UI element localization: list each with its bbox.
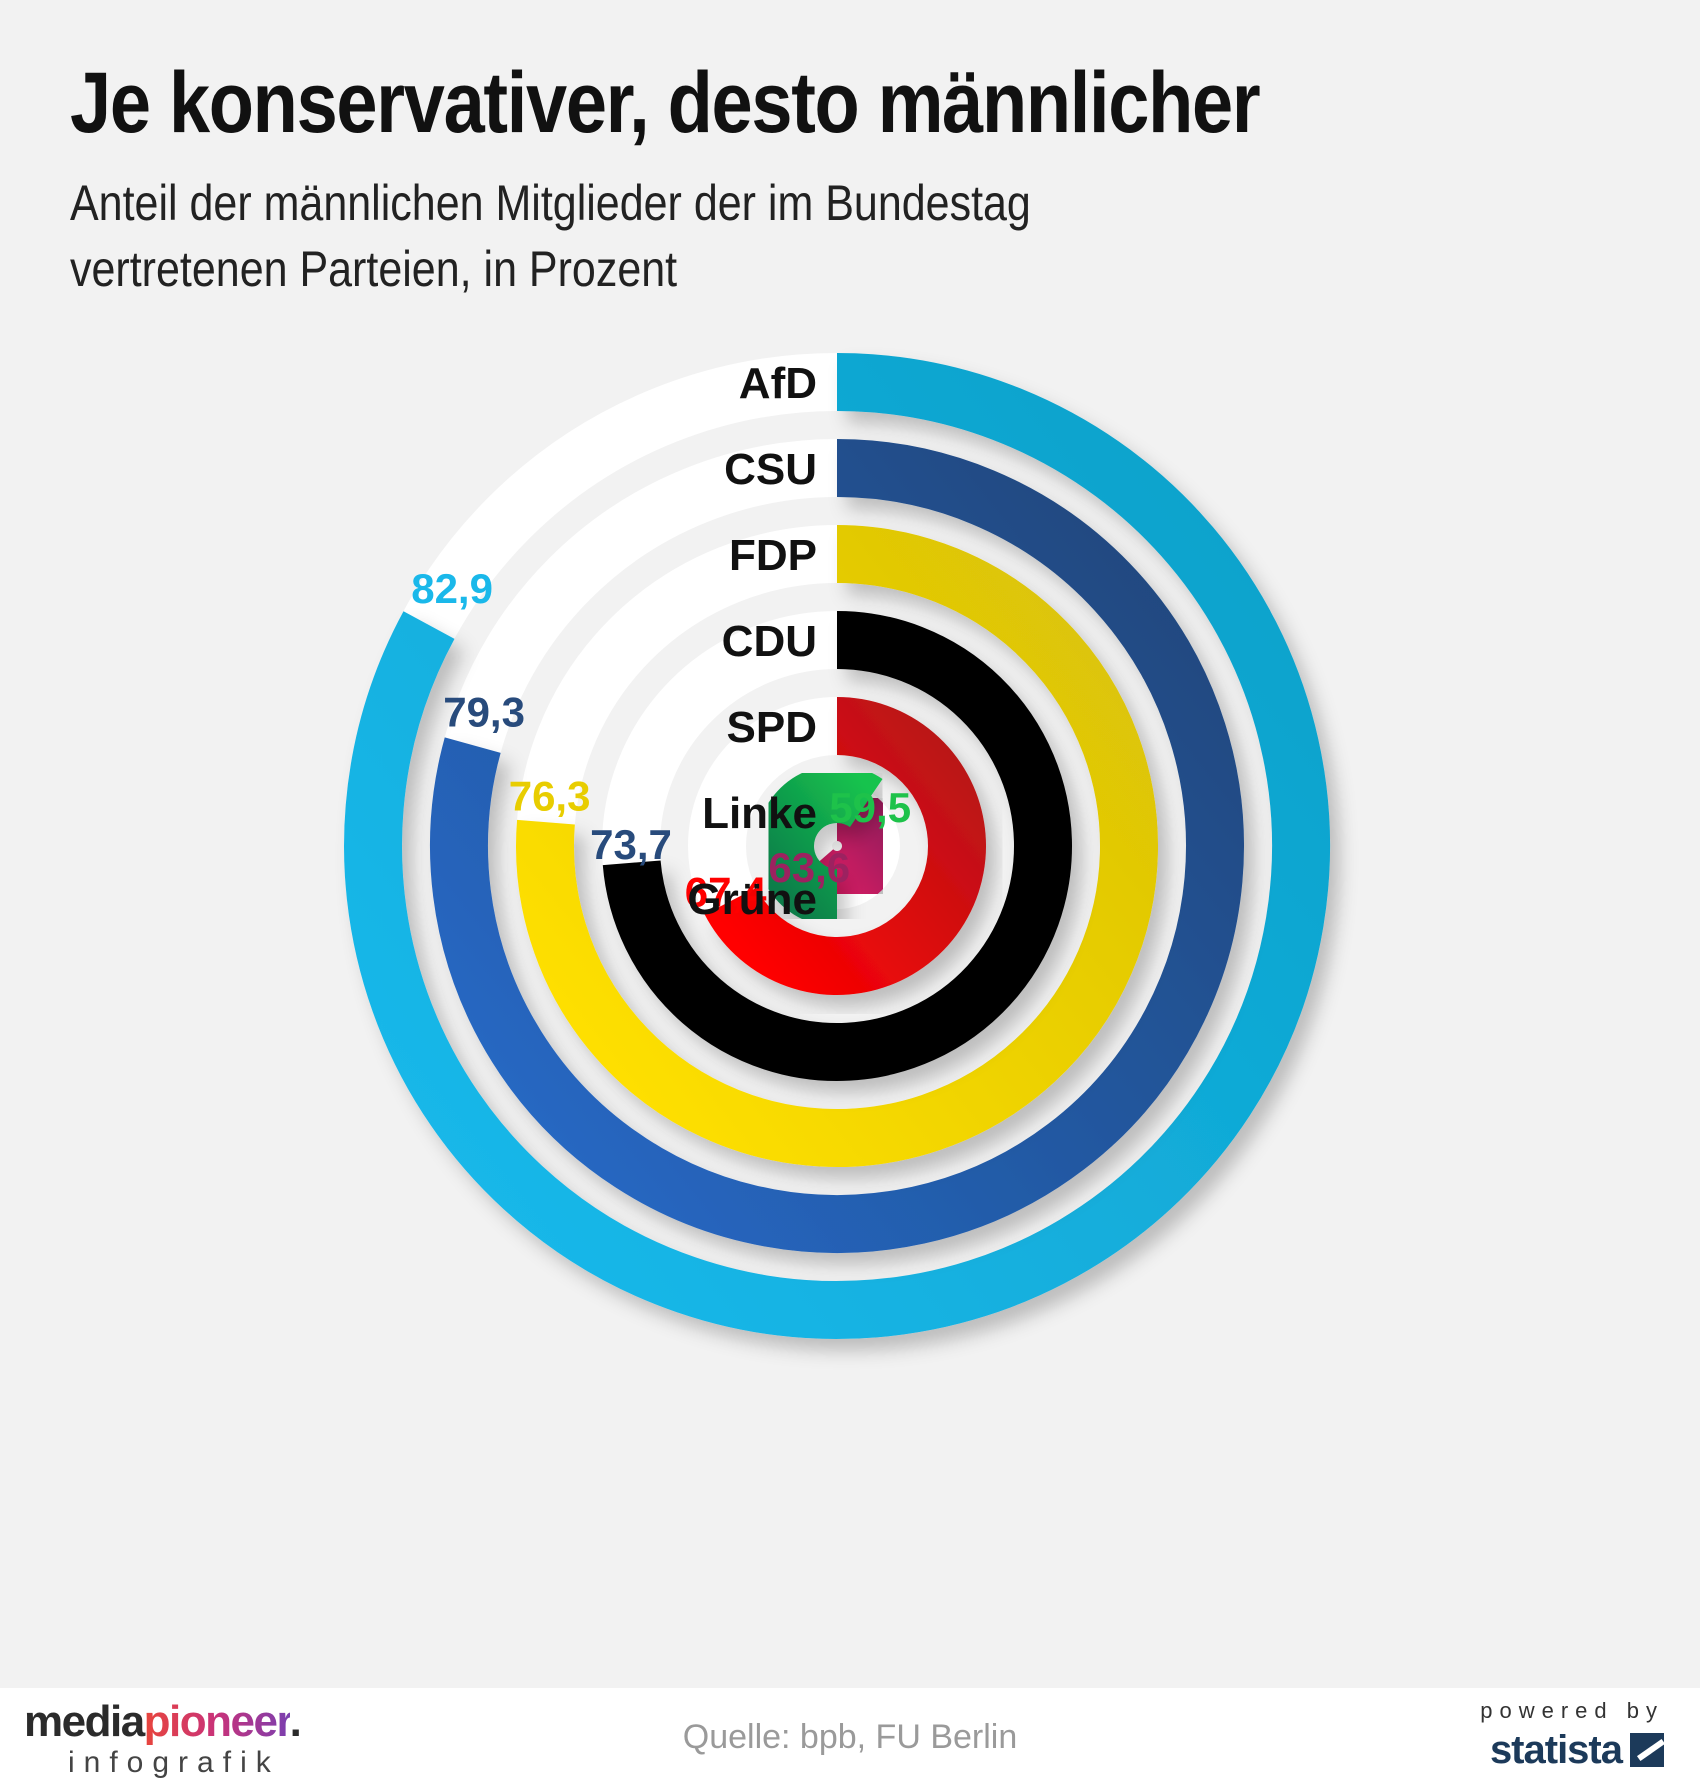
category-label-cdu: CDU: [722, 617, 817, 666]
category-label-fdp: FDP: [729, 531, 817, 580]
source-note: Quelle: bpb, FU Berlin: [682, 1718, 1018, 1756]
brand-sub: infografik: [68, 1746, 280, 1779]
brand-post: .: [289, 1697, 302, 1746]
value-label-grne: 59,5: [829, 784, 911, 831]
chart-bars: [344, 353, 1330, 1339]
bar-spd: [704, 697, 986, 995]
subtitle-line-2: vertretenen Parteien, in Prozent: [70, 241, 678, 297]
bar-afd: [344, 353, 1330, 1339]
value-label-csu: 79,3: [443, 689, 525, 736]
value-label-linke: 63,6: [768, 844, 850, 891]
brand-pre: media: [24, 1697, 145, 1746]
value-label-cdu: 73,7: [590, 821, 672, 868]
category-label-spd: SPD: [727, 703, 817, 752]
bar-cdu: [602, 611, 1072, 1081]
category-label-grne: Grüne: [687, 875, 817, 924]
bar-csu: [430, 439, 1244, 1253]
subtitle-line-1: Anteil der männlichen Mitglieder der im …: [70, 175, 1031, 231]
statista-logo: powered by statista: [1480, 1700, 1664, 1770]
powered-by-label: powered by: [1480, 1698, 1664, 1723]
chart-labels: AfD 82,9 CSU 79,3 FDP 76,3 CDU 73,7 SPD 67,4 Linke…: [411, 359, 911, 924]
statista-icon: [1630, 1733, 1664, 1767]
bar-fdp: [516, 525, 1158, 1167]
value-label-afd: 82,9: [411, 565, 493, 612]
footer: mediapioneer. infografik Quelle: bpb, FU…: [0, 1688, 1700, 1785]
statista-wordmark: statista: [1489, 1728, 1623, 1772]
chart-title: Je konservativer, desto männlicher: [70, 55, 1261, 151]
value-label-spd: 67,4: [685, 869, 767, 916]
statista-wordmark-row: statista: [1480, 1730, 1664, 1770]
chart-subtitle: Anteil der männlichen Mitglieder der im …: [70, 170, 1274, 302]
category-label-afd: AfD: [739, 359, 817, 408]
brand-highlight: pioneer: [143, 1697, 292, 1746]
bar-grne: [756, 765, 883, 927]
mediapioneer-logo: mediapioneer. infografik: [24, 1697, 302, 1779]
value-label-fdp: 76,3: [509, 772, 591, 819]
brand-wordmark: mediapioneer.: [24, 1697, 302, 1746]
category-label-linke: Linke: [702, 789, 817, 838]
category-label-csu: CSU: [724, 445, 817, 494]
